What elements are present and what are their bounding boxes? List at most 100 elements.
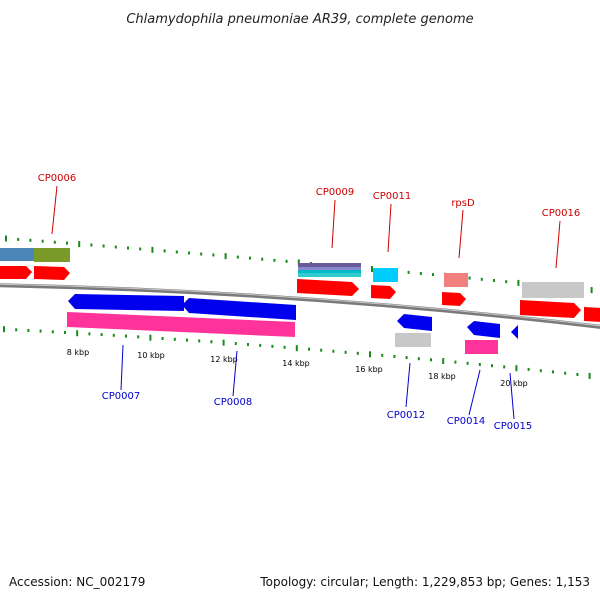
upper-tick: [127, 246, 129, 250]
lower-tick: [234, 342, 237, 346]
gene-cyan-cp0011[interactable]: [373, 268, 398, 282]
lower-tick: [576, 373, 579, 376]
upper-tick: [90, 243, 93, 247]
upper-tick: [261, 257, 264, 261]
lower-tick: [320, 348, 323, 352]
upper-tick: [78, 241, 81, 248]
gene-forward-arrow-1[interactable]: [0, 266, 32, 279]
lower-tick-track: [3, 326, 591, 379]
scale-label-14kbp: 14 kbp: [282, 359, 310, 368]
gene-lightred-rpsd[interactable]: [444, 273, 468, 287]
gene-label-cp0011[interactable]: CP0011: [373, 191, 411, 202]
lower-tick: [271, 344, 274, 348]
gene-label-cp0006[interactable]: CP0006: [38, 173, 76, 184]
lower-tick: [356, 351, 359, 355]
lower-tick: [393, 355, 396, 358]
accession-text: Accession: NC_002179: [9, 575, 145, 589]
upper-tick: [17, 237, 20, 241]
gene-label-cp0008[interactable]: CP0008: [214, 397, 252, 408]
upper-tick: [468, 276, 471, 280]
gene-label-cp0014[interactable]: CP0014: [447, 416, 485, 427]
gene-label-cp0007[interactable]: CP0007: [102, 391, 140, 402]
upper-tick: [493, 279, 495, 282]
upper-tick: [224, 253, 227, 260]
lower-tick: [15, 328, 18, 332]
gene-forward-arrow-cp0016[interactable]: [520, 300, 581, 318]
lower-tick: [332, 349, 335, 353]
gene-purple-stack-2[interactable]: [298, 267, 361, 270]
upper-tick: [175, 250, 178, 254]
gene-gray-cp0012[interactable]: [395, 333, 431, 347]
lower-tick: [283, 345, 286, 349]
lower-tick: [112, 333, 115, 337]
lower-tick: [466, 361, 469, 365]
gene-purple-stack-1[interactable]: [298, 263, 361, 267]
lower-tick: [308, 347, 310, 351]
leader-line-cp0009: [331, 199, 336, 249]
upper-tick: [188, 251, 190, 255]
upper-tick: [517, 279, 520, 286]
lower-tick: [247, 343, 249, 346]
lower-tick: [369, 351, 371, 358]
genome-backbone: [0, 283, 600, 329]
reverse-gene-labels: CP0007 CP0008 CP0012 CP0014 CP0015: [102, 344, 532, 432]
gene-forward-arrow-2[interactable]: [34, 266, 70, 280]
lower-tick: [503, 365, 506, 369]
lower-tick: [100, 333, 103, 337]
upper-tick: [114, 245, 117, 249]
gene-forward-arrow-cp0011[interactable]: [371, 285, 396, 299]
genome-summary-text: Topology: circular; Length: 1,229,853 bp…: [259, 575, 590, 589]
gene-steel-block[interactable]: [0, 248, 34, 261]
gene-reverse-arrow-cp0015[interactable]: [511, 325, 518, 339]
lower-tick: [417, 357, 420, 361]
leader-line-cp0015: [509, 372, 515, 420]
scale-label-16kbp: 16 kbp: [355, 365, 383, 374]
upper-tick: [102, 244, 105, 248]
upper-tick: [419, 272, 422, 275]
upper-tick: [432, 273, 434, 277]
scale-label-20kbp: 20 kbp: [500, 379, 528, 388]
gene-reverse-arrow-cp0014[interactable]: [467, 321, 500, 338]
gene-olive-block[interactable]: [34, 248, 70, 262]
gene-pink-cp0014[interactable]: [465, 340, 498, 354]
gene-pink-long[interactable]: [67, 312, 295, 337]
lower-tick: [442, 358, 445, 364]
gene-teal-stack-4[interactable]: [298, 273, 361, 277]
gene-forward-arrow-cp0009[interactable]: [297, 279, 359, 296]
lower-tick: [3, 326, 5, 333]
gene-forward-arrow-edge[interactable]: [584, 307, 600, 322]
lower-tick: [64, 331, 66, 334]
lower-tick: [430, 358, 432, 362]
lower-tick: [137, 335, 140, 339]
gene-label-cp0015[interactable]: CP0015: [494, 421, 532, 432]
reverse-features: [67, 294, 518, 354]
lower-tick: [552, 370, 554, 374]
gene-reverse-arrow-cp0007[interactable]: [68, 294, 184, 311]
upper-tick: [297, 259, 300, 266]
gene-reverse-arrow-cp0008[interactable]: [182, 298, 296, 320]
lower-tick: [295, 345, 298, 352]
gene-gray-cp0016[interactable]: [522, 282, 584, 298]
genome-backbone-highlight: [0, 283, 600, 327]
lower-tick: [39, 329, 42, 333]
upper-tick: [53, 240, 56, 244]
gene-label-cp0009[interactable]: CP0009: [316, 187, 354, 198]
upper-tick: [236, 255, 239, 259]
gene-forward-arrow-rpsd[interactable]: [442, 292, 466, 306]
scale-label-18kbp: 18 kbp: [428, 372, 456, 381]
upper-tick: [66, 241, 68, 245]
scale-label-10kbp: 10 kbp: [137, 351, 165, 360]
gene-cyan-stack-3[interactable]: [298, 270, 361, 273]
gene-label-rpsd[interactable]: rpsD: [451, 198, 475, 209]
upper-tick: [200, 252, 203, 256]
lower-tick: [539, 369, 542, 373]
gene-label-cp0012[interactable]: CP0012: [387, 410, 425, 421]
lower-tick: [515, 365, 518, 372]
leader-line-rpsd: [458, 209, 464, 259]
leader-line-cp0016: [555, 220, 561, 269]
gene-label-cp0016[interactable]: CP0016: [542, 208, 580, 219]
gene-reverse-arrow-cp0012[interactable]: [397, 314, 432, 331]
lower-tick: [454, 360, 457, 364]
lower-tick: [88, 332, 91, 336]
